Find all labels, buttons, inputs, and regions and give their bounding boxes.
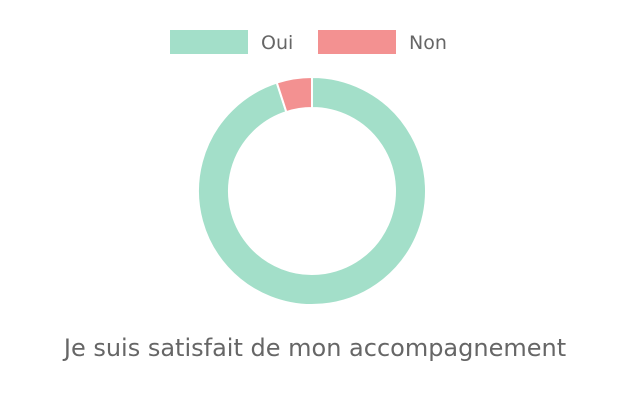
legend-swatch-non[interactable] [318, 30, 396, 54]
legend-swatch-oui[interactable] [170, 30, 248, 54]
legend-label-oui[interactable]: Oui [261, 32, 293, 54]
chart-title: Je suis satisfait de mon accompagnement [63, 334, 567, 362]
legend-label-non[interactable]: Non [409, 32, 447, 54]
slice-oui[interactable] [197, 75, 427, 306]
slice-non[interactable] [275, 75, 313, 114]
